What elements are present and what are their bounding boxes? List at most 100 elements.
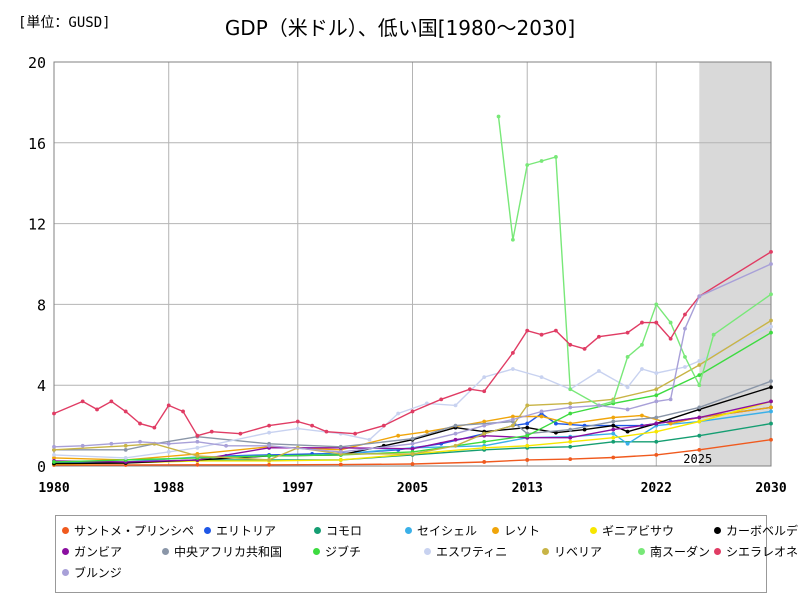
data-point <box>611 399 616 404</box>
data-point <box>525 458 530 462</box>
data-point <box>166 449 171 454</box>
data-point <box>510 417 515 422</box>
data-point <box>123 456 128 460</box>
data-point <box>568 405 573 410</box>
data-point <box>654 452 659 457</box>
data-point <box>697 294 702 299</box>
legend-marker <box>590 527 597 534</box>
data-point <box>224 443 228 448</box>
data-point <box>539 159 544 163</box>
data-point <box>410 441 415 446</box>
legend-label: ブルンジ <box>74 566 122 580</box>
data-point <box>539 332 544 337</box>
legend-marker <box>313 548 320 555</box>
data-point <box>181 409 185 414</box>
data-point <box>611 423 616 428</box>
data-point <box>109 441 114 446</box>
data-point <box>554 155 558 159</box>
legend-label: レソト <box>504 524 541 538</box>
data-point <box>482 423 487 428</box>
data-point <box>267 462 271 467</box>
line-chart: 0 4 8 12 16 20 1980 1988 1997 2005 2013 2022 2030 202… <box>28 54 787 496</box>
data-point <box>410 409 415 414</box>
data-point <box>625 407 630 412</box>
data-point <box>611 439 616 444</box>
data-point <box>80 443 85 448</box>
data-point <box>769 437 773 442</box>
data-point <box>683 312 687 317</box>
data-point <box>697 419 702 424</box>
data-point <box>625 330 630 335</box>
y-tick-label: 8 <box>37 296 46 314</box>
data-point <box>525 433 530 438</box>
legend-item: リベリア <box>542 543 602 560</box>
data-point <box>654 387 659 392</box>
data-point <box>396 411 401 416</box>
data-point <box>338 444 343 449</box>
data-point <box>640 342 644 347</box>
data-point <box>123 409 128 414</box>
data-point <box>568 411 573 416</box>
data-point <box>554 328 558 333</box>
y-tick-label: 16 <box>28 135 46 153</box>
legend-item: シエラレオネ <box>714 543 798 560</box>
data-point <box>510 414 515 419</box>
data-point <box>611 415 616 420</box>
data-point <box>611 455 616 460</box>
y-tick-label: 20 <box>28 54 46 72</box>
legend-item: サントメ・プリンシペ <box>62 522 194 539</box>
data-point <box>611 431 616 436</box>
data-point <box>338 462 343 467</box>
data-point <box>496 114 501 119</box>
x-tick-label: 2030 <box>755 481 786 496</box>
data-point <box>582 427 587 432</box>
data-point <box>195 454 200 458</box>
legend-marker <box>62 527 69 534</box>
data-point <box>510 423 515 428</box>
legend-label: サントメ・プリンシペ <box>74 524 195 538</box>
data-point <box>654 302 659 307</box>
data-point <box>611 427 616 432</box>
data-point <box>482 419 487 424</box>
legend-item: ジブチ <box>313 543 361 560</box>
data-point <box>654 399 659 404</box>
data-point <box>769 324 773 329</box>
unit-label: [単位：GUSD] <box>18 15 111 31</box>
data-point <box>510 237 515 242</box>
legend-label: 南スーダン <box>650 545 711 559</box>
legend-label: エリトリア <box>216 524 277 538</box>
data-point <box>597 334 601 339</box>
data-point <box>654 439 659 444</box>
data-point <box>338 458 343 462</box>
legend-label: シエラレオネ <box>726 545 799 559</box>
data-point <box>568 439 573 444</box>
data-point <box>697 405 702 410</box>
legend-label: コモロ <box>326 524 363 538</box>
legend-marker <box>314 527 321 534</box>
legend-label: セイシェル <box>417 524 478 538</box>
data-point <box>410 436 415 441</box>
data-point <box>453 403 458 408</box>
data-point <box>769 262 773 266</box>
data-point <box>410 446 415 451</box>
data-point <box>525 425 530 430</box>
legend-item: ガンビア <box>62 543 122 560</box>
legend-item: セイシェル <box>405 522 477 539</box>
data-point <box>625 429 630 434</box>
legend-item: カーボベルデ <box>714 522 798 539</box>
data-point <box>525 443 530 448</box>
data-point <box>510 367 515 371</box>
data-point <box>697 359 702 363</box>
data-point <box>568 342 573 347</box>
data-point <box>769 292 773 297</box>
data-point <box>453 437 458 442</box>
legend-label: カーボベルデ <box>726 524 799 538</box>
data-point <box>439 397 444 402</box>
chart-legend: サントメ・プリンシペ エリトリア コモロ セイシェル レソト ギニアビサウ カーボベルデ ガン… <box>55 515 798 593</box>
data-point <box>769 318 773 323</box>
data-point <box>697 433 702 438</box>
x-tick-label: 2013 <box>512 481 543 496</box>
data-point <box>52 447 56 452</box>
data-point <box>625 385 630 390</box>
legend-label: 中央アフリカ共和国 <box>174 545 283 559</box>
